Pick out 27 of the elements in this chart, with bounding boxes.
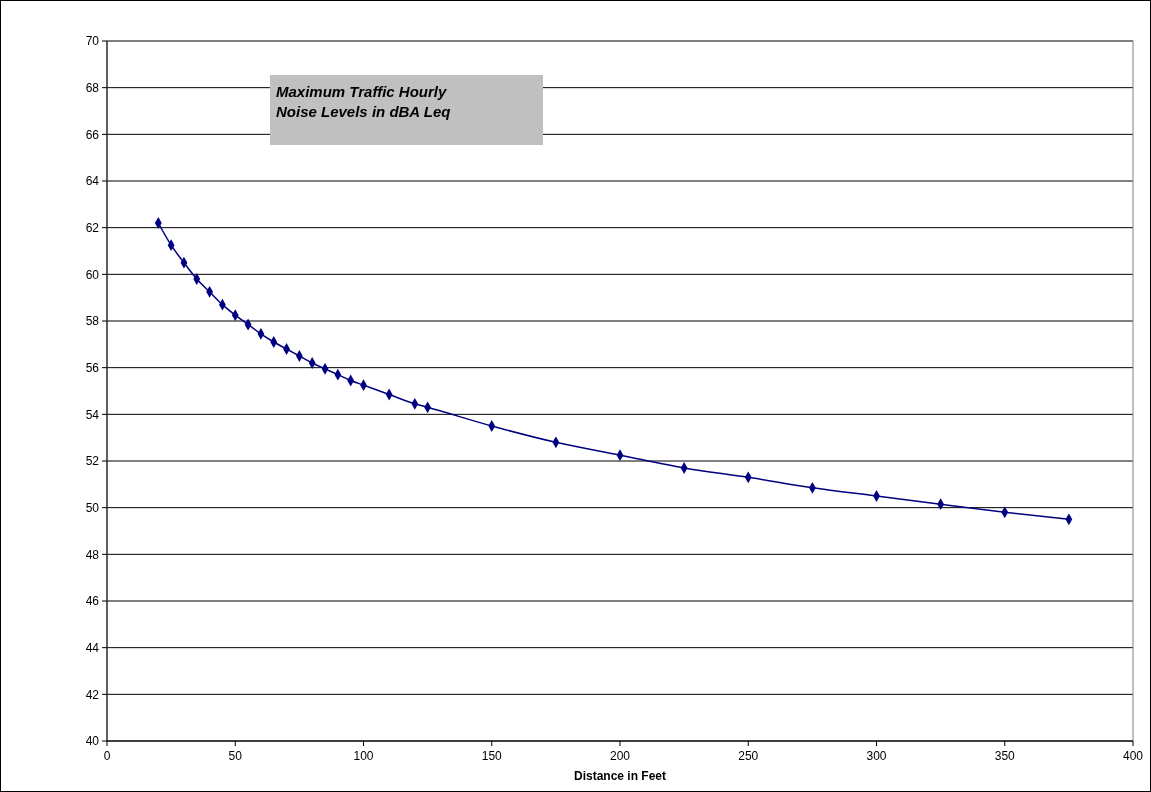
x-tick-label: 200 (609, 749, 631, 763)
y-tick-label: 44 (85, 640, 100, 655)
y-tick-label: 64 (85, 174, 100, 189)
y-tick-label: 58 (85, 314, 100, 329)
x-tick-label: 150 (481, 749, 503, 763)
y-tick-label: 42 (85, 687, 100, 702)
x-tick-label: 100 (353, 749, 374, 763)
y-tick-label: 56 (85, 360, 100, 375)
y-tick-label: 60 (85, 267, 100, 282)
y-tick-label: 50 (85, 500, 100, 515)
y-tick-label: 62 (85, 220, 100, 235)
y-tick-label: 48 (85, 547, 100, 562)
y-tick-label: 54 (85, 407, 100, 422)
y-tick-label: 40 (85, 734, 100, 749)
y-tick-label: 70 (85, 34, 100, 49)
x-tick-label: 250 (738, 749, 759, 763)
x-tick-label: 0 (103, 749, 111, 763)
y-tick-label: 46 (85, 594, 100, 609)
x-tick-label: 400 (1122, 749, 1144, 763)
y-tick-label: 68 (85, 80, 100, 95)
x-tick-label: 350 (994, 749, 1016, 763)
x-tick-label: 300 (866, 749, 887, 763)
text: Maximum Traffic Hourly Noise Levels in dBA Leq (276, 83, 451, 120)
y-tick-label: 66 (85, 127, 100, 142)
y-tick-label: 52 (85, 454, 100, 469)
x-tick-label: 50 (228, 749, 243, 763)
x-axis-title: Distance in Feet (573, 769, 667, 783)
